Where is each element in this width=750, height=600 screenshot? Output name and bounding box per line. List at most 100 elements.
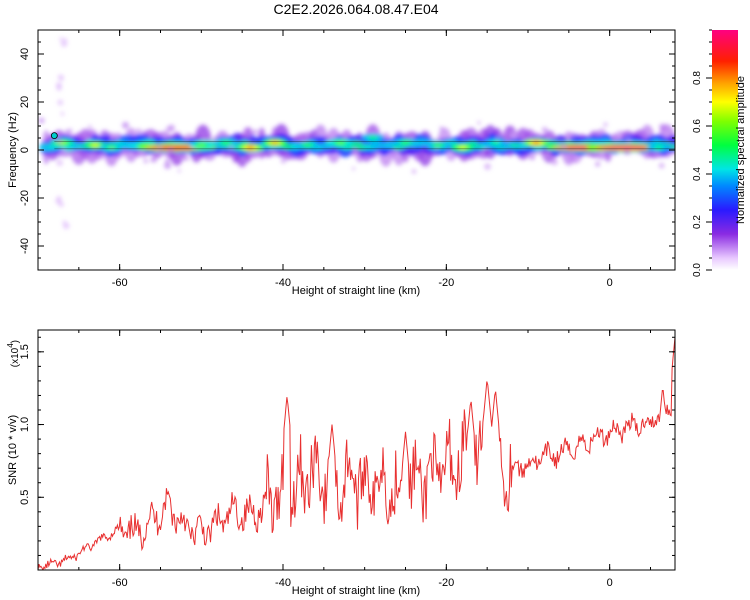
x-tick-label: -20 [438,577,454,589]
band-speck [177,169,181,173]
y-tick-label: -20 [19,190,31,206]
snr-panel: -60 -40 -20 0 0.5 1.0 1.5 Height of straight … [6,329,676,597]
edge-speck [56,159,64,166]
x-tick-label: -40 [275,277,291,289]
colorbar-tick-label: 0.4 [692,167,703,181]
band-peak-center [434,143,443,147]
snr-frame [37,329,676,571]
snr-x-ticks: -60 -40 -20 0 [37,330,651,589]
x-tick-label: 0 [607,277,613,289]
snr-x-label: Height of straight line (km) [292,585,420,597]
band-speck [243,127,250,135]
colorbar-label: Normalized spectral amplitude [735,76,747,224]
band-peak-center [270,141,279,145]
edge-speck [62,222,70,230]
band-speck [143,159,148,164]
spectrogram-y-label: Frequency (Hz) [7,112,19,188]
band-speck [484,163,491,170]
band-speck [603,122,608,127]
edge-speck [59,147,66,154]
band-speck [625,148,630,153]
snr-y-ticks: 0.5 1.0 1.5 [19,336,675,556]
band-speck [243,157,249,164]
snr-series-line [38,337,675,570]
band-speck [362,154,369,161]
x-tick-label: -20 [438,277,454,289]
spectrogram-heatmap [38,37,675,230]
x-tick-label: 0 [607,577,613,589]
band-peak-center [654,146,663,150]
band-peak-center [336,141,345,145]
edge-speck [57,99,64,106]
snr-scale-exponent: 4 [6,343,15,348]
band-speck [184,156,190,161]
colorbar-tick-label: 0.2 [692,215,703,229]
x-tick-label: -40 [275,577,291,589]
y-tick-label: 1.0 [19,417,31,432]
edge-speck [60,111,65,116]
band-speck [164,162,171,169]
colorbar-tick-label: 0.0 [692,263,703,277]
edge-speck [55,197,62,205]
chart-title: C2E2.2026.064.08.47.E04 [273,1,438,17]
band-speck [136,128,142,134]
snr-scale-note: (x104) [6,340,21,367]
band-speck [476,152,483,158]
band-peak-center [197,143,206,147]
band-speck [122,121,129,129]
band-speck [280,158,287,164]
edge-speck [57,152,62,157]
edge-speck [59,37,63,41]
y-tick-label: 20 [19,96,31,108]
colorbar: 0.0 0.2 0.4 0.6 0.8 Normalized spectral ampl… [692,29,747,277]
edge-speck [60,40,68,47]
band-speck [165,158,170,164]
band-peak-center [221,141,230,145]
spectrogram-x-ticks: -60 -40 -20 0 [37,30,651,289]
band-speck [411,169,417,174]
spectrogram-y-ticks: -40 -20 0 20 40 [19,29,675,271]
band-speck [413,152,420,160]
band-speck [100,130,107,137]
band-speck [439,126,444,131]
band-peak-center [150,146,203,150]
band-speck [625,137,633,144]
snr-y-label: SNR (10 * v/v) [7,415,19,485]
colorbar-ticks: 0.0 0.2 0.4 0.6 0.8 [692,29,712,277]
band-speck [556,146,560,150]
band-speck [341,135,346,140]
band-speck [570,132,577,139]
band-speck [327,153,333,159]
band-peak-center [491,141,500,145]
band-speck [157,145,163,151]
band-speck [551,158,558,166]
band-peak-center [303,143,312,147]
x-tick-label: -60 [112,577,128,589]
band-peak-center [368,136,377,140]
band-speck [659,123,666,131]
edge-speck [57,74,64,81]
band-peak-center [458,146,467,150]
colorbar-tick-label: 0.6 [692,119,703,133]
band-speck [246,134,253,140]
band-start-marker [50,132,58,140]
snr-scale-prefix: (x10 [10,347,21,367]
band-speck [352,167,356,171]
band-speck [121,152,125,157]
band-speck [511,131,516,136]
edge-speck [63,152,68,157]
band-speck [477,121,481,125]
band-speck [544,129,548,133]
band-speck [68,128,73,133]
band-speck [223,153,228,159]
y-tick-label: 40 [19,48,31,60]
colorbar-gradient [712,30,738,270]
band-speck [542,154,547,160]
band-speck [38,117,45,124]
band-speck [658,162,665,169]
band-inner [371,141,383,149]
band-peak-center [532,141,541,145]
band-speck [87,125,92,130]
band-speck [150,155,158,163]
